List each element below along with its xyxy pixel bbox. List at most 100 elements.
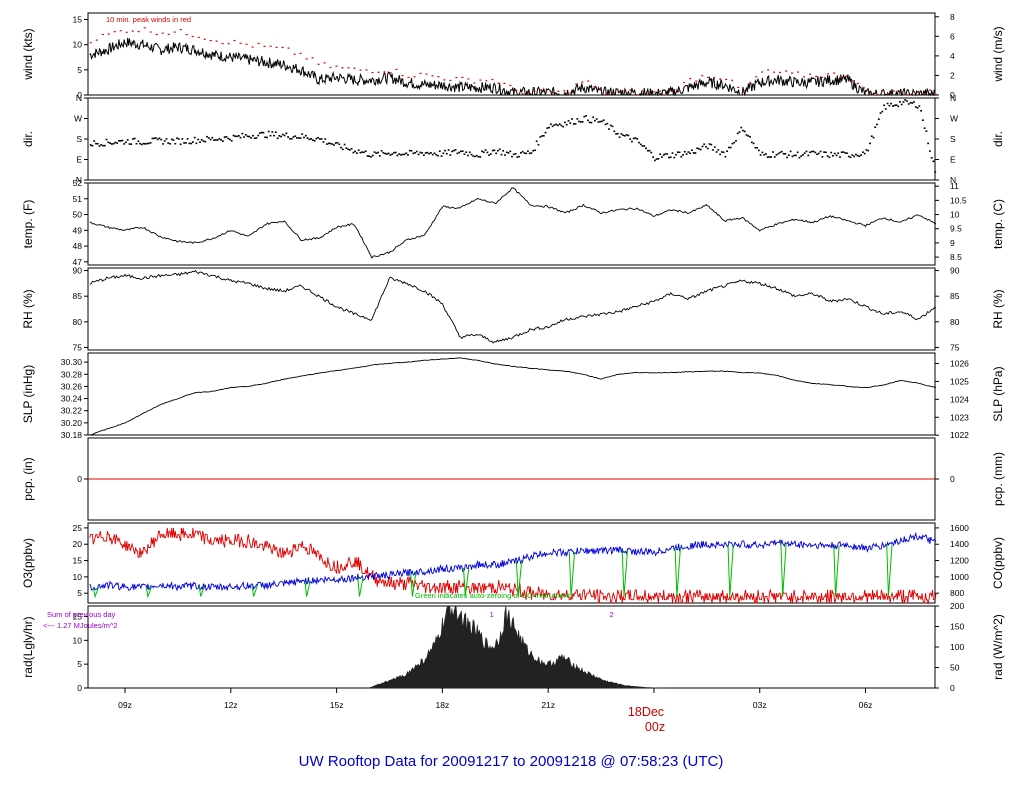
peak-wind-mark	[311, 57, 314, 59]
direction-point	[361, 151, 364, 153]
direction-point	[839, 156, 841, 158]
direction-point	[375, 152, 378, 154]
peak-wind-mark	[815, 75, 818, 77]
direction-point	[463, 153, 466, 155]
direction-point	[447, 149, 450, 151]
peak-wind-mark	[791, 72, 794, 74]
direction-point	[155, 137, 157, 139]
direction-point	[703, 143, 706, 145]
y-tick-label: 85	[73, 291, 83, 301]
direction-point	[216, 139, 219, 141]
direction-point	[627, 134, 630, 137]
peak-wind-mark	[323, 62, 326, 64]
direction-point	[904, 99, 907, 101]
direction-point	[590, 121, 593, 124]
peak-wind-mark	[929, 89, 931, 91]
peak-wind-mark	[209, 40, 212, 42]
peak-wind-mark	[605, 93, 608, 95]
y-tick-label: 10	[73, 40, 83, 50]
co-zero-mark	[727, 544, 734, 597]
peak-wind-mark	[713, 77, 716, 79]
y-axis-title: dir.	[21, 131, 35, 147]
direction-point	[648, 149, 651, 152]
direction-point	[468, 151, 471, 154]
peak-wind-mark	[749, 82, 752, 84]
peak-wind-mark	[239, 42, 242, 44]
x-tick-label: 12z	[224, 700, 238, 710]
direction-point	[264, 136, 267, 138]
direction-point	[599, 120, 602, 123]
peak-wind-mark	[617, 91, 620, 93]
peak-wind-mark	[257, 42, 260, 45]
peak-wind-mark	[875, 94, 878, 96]
direction-point	[793, 154, 795, 157]
direction-point	[752, 142, 755, 145]
direction-point	[176, 137, 178, 139]
direction-point	[724, 155, 727, 158]
direction-point	[352, 151, 355, 154]
direction-point	[853, 155, 855, 158]
peak-wind-mark	[611, 92, 614, 94]
direction-point	[731, 142, 734, 145]
direction-point	[504, 154, 506, 156]
direction-point	[645, 147, 647, 150]
direction-point	[172, 139, 175, 141]
direction-point	[458, 151, 461, 154]
direction-point	[248, 135, 251, 138]
direction-point	[192, 141, 194, 143]
peak-wind-mark	[143, 27, 146, 29]
direction-point	[366, 155, 369, 157]
direction-point	[828, 156, 831, 159]
peak-wind-mark	[773, 71, 776, 73]
direction-point	[368, 155, 371, 157]
direction-point	[246, 135, 249, 138]
peak-wind-mark	[725, 78, 728, 81]
direction-point	[632, 137, 635, 140]
peak-wind-mark	[665, 94, 668, 96]
direction-point	[654, 159, 656, 162]
peak-wind-mark	[857, 82, 860, 85]
peak-wind-mark	[227, 43, 230, 45]
direction-point	[338, 143, 341, 146]
date-marker-hour: 00z	[645, 720, 665, 734]
peak-wind-mark	[785, 70, 788, 72]
direction-point	[437, 154, 439, 157]
panel-frame	[87, 97, 936, 181]
direction-point	[662, 154, 665, 156]
y-tick-label-right: W	[950, 114, 958, 124]
y-axis-title-right: wind (m/s)	[991, 26, 1005, 82]
direction-point	[583, 115, 586, 118]
co-zero-mark	[621, 550, 628, 597]
event-marker: 1	[490, 610, 494, 619]
peak-wind-mark	[95, 39, 98, 41]
co-line	[89, 531, 937, 592]
direction-point	[650, 151, 653, 154]
direction-point	[121, 139, 124, 142]
direction-point	[721, 151, 723, 153]
x-tick-label: 18z	[436, 700, 450, 710]
direction-point	[315, 137, 318, 140]
y-tick-label: S	[76, 134, 82, 144]
direction-point	[595, 118, 598, 120]
direction-point	[474, 155, 476, 158]
direction-point	[301, 133, 304, 135]
peak-wind-mark	[107, 33, 110, 35]
y-tick-label: 75	[73, 342, 83, 352]
peak-wind-mark	[113, 31, 116, 33]
direction-point	[745, 134, 748, 136]
peak-wind-mark	[335, 65, 338, 67]
direction-point	[357, 149, 360, 151]
peak-wind-mark	[737, 86, 740, 88]
direction-point	[907, 103, 910, 105]
direction-point	[758, 149, 760, 152]
direction-point	[394, 151, 397, 154]
y-tick-label: 10	[73, 572, 83, 582]
y-axis-title-right: temp. (C)	[991, 199, 1005, 249]
direction-point	[445, 152, 448, 155]
direction-point	[509, 150, 512, 153]
direction-point	[190, 142, 193, 145]
direction-point	[606, 122, 609, 125]
direction-point	[207, 137, 210, 139]
direction-point	[930, 157, 933, 159]
y-tick-label-right: 9	[950, 238, 955, 248]
